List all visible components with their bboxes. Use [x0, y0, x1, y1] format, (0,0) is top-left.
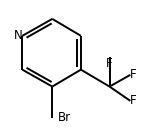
Text: F: F [106, 57, 113, 70]
Text: Br: Br [57, 111, 71, 124]
Text: N: N [14, 29, 22, 42]
Text: F: F [130, 68, 137, 81]
Text: F: F [130, 94, 137, 107]
